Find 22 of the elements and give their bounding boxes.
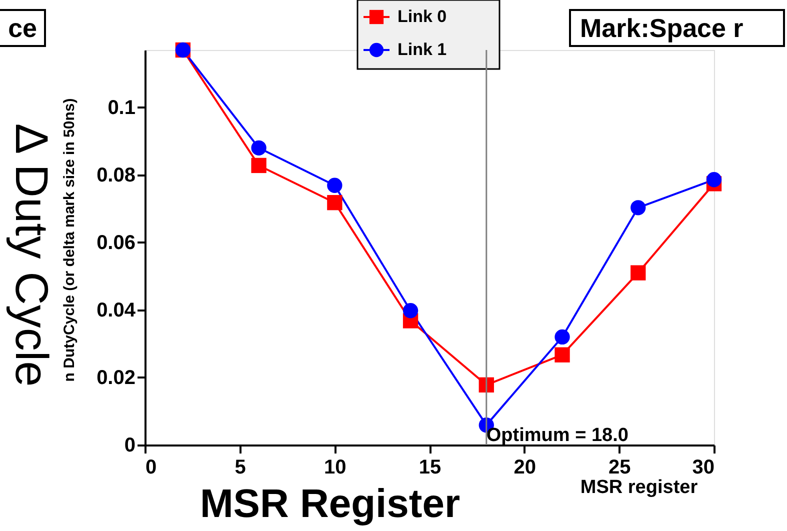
x-tick-label: 15 bbox=[418, 456, 442, 478]
ref-line-label: Optimum = 18.0 bbox=[486, 425, 628, 446]
x-tick-label: 0 bbox=[146, 456, 157, 478]
y-tick-label: 0.1 bbox=[108, 96, 136, 119]
x-tick-label: 25 bbox=[608, 456, 631, 478]
text: ce bbox=[8, 13, 37, 43]
x-tick-label: 30 bbox=[692, 456, 714, 478]
legend-label: Link 0 bbox=[398, 7, 447, 26]
y-tick-label: 0.06 bbox=[96, 232, 136, 254]
text: n DutyCycle (or delta mark size in 50ns) bbox=[61, 98, 78, 382]
x-tick-label: 5 bbox=[234, 456, 246, 478]
y-axis-title: Δ Duty Cycle bbox=[6, 123, 58, 387]
y-tick-label: 0.02 bbox=[96, 366, 136, 389]
y-tick-label: 0 bbox=[124, 434, 136, 456]
chart-title: Mark:Space r bbox=[580, 13, 744, 43]
y-tick-label: 0.08 bbox=[96, 164, 136, 186]
x-axis-title: MSR Register bbox=[200, 482, 460, 526]
text: MSR register bbox=[580, 477, 698, 498]
x-tick-label: 20 bbox=[514, 456, 536, 478]
y-tick-label: 0.04 bbox=[96, 299, 136, 322]
x-tick-label: 10 bbox=[324, 456, 346, 478]
legend-label: Link 1 bbox=[398, 40, 447, 59]
